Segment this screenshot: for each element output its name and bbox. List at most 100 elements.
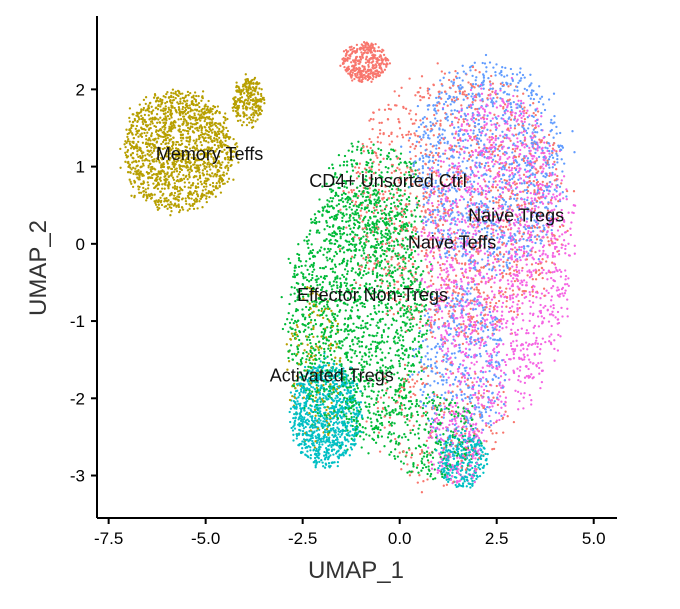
data-point [480, 454, 483, 457]
data-point [557, 253, 561, 256]
data-point [288, 302, 291, 306]
data-point [557, 333, 560, 337]
data-point [482, 211, 486, 215]
data-point [482, 76, 486, 79]
data-point [483, 439, 486, 442]
data-point [203, 181, 206, 185]
data-point [467, 81, 470, 84]
data-point [204, 177, 207, 180]
data-point [355, 425, 359, 428]
data-point [186, 194, 190, 198]
data-point [363, 252, 366, 255]
data-point [164, 96, 167, 99]
data-point [404, 407, 407, 410]
data-point [396, 257, 400, 260]
data-point [367, 240, 370, 243]
data-point [514, 389, 517, 392]
data-point [159, 166, 163, 169]
data-point [460, 280, 463, 283]
data-point [144, 96, 148, 99]
data-point [490, 290, 494, 293]
data-point [292, 439, 295, 442]
data-point [402, 377, 406, 381]
data-point [542, 174, 545, 178]
data-point [491, 326, 494, 329]
data-point [179, 102, 182, 105]
data-point [511, 189, 514, 193]
data-point [519, 380, 522, 383]
data-point [525, 89, 529, 92]
data-point [179, 92, 182, 96]
data-point [490, 402, 493, 405]
data-point [335, 403, 338, 406]
data-point [409, 192, 412, 195]
data-point [205, 185, 208, 188]
data-point [333, 242, 337, 246]
data-point [553, 237, 556, 240]
data-point [308, 302, 311, 305]
data-point [332, 429, 335, 432]
data-point [301, 357, 304, 360]
data-point [428, 137, 431, 140]
data-point [403, 212, 406, 216]
data-point [152, 109, 155, 112]
data-point [487, 206, 490, 209]
data-point [399, 161, 402, 164]
data-point [383, 415, 386, 418]
data-point [534, 271, 538, 274]
data-point [446, 354, 449, 358]
data-point [124, 140, 127, 143]
data-point [440, 310, 444, 313]
data-point [329, 347, 333, 350]
data-point [514, 133, 518, 136]
data-point [322, 355, 326, 358]
data-point [380, 336, 384, 339]
data-point [534, 250, 537, 254]
data-point [525, 263, 528, 266]
data-point [529, 73, 532, 76]
data-point [414, 154, 417, 158]
data-point [438, 134, 441, 137]
data-point [296, 389, 299, 392]
data-point [437, 210, 440, 214]
data-point [461, 79, 464, 82]
data-point [545, 182, 549, 185]
data-point [401, 221, 404, 224]
data-point [403, 415, 406, 418]
data-point [463, 219, 467, 222]
data-point [394, 448, 397, 451]
data-point [408, 136, 411, 140]
data-point [440, 300, 443, 303]
data-point [411, 340, 415, 343]
data-point [483, 227, 486, 230]
data-point [360, 446, 363, 449]
data-point [500, 400, 503, 403]
data-point [437, 228, 440, 231]
data-point [404, 266, 407, 270]
data-point [398, 339, 401, 342]
data-point [519, 167, 522, 170]
data-point [501, 243, 504, 246]
data-point [137, 188, 140, 191]
data-point [522, 396, 525, 399]
data-point [212, 185, 215, 188]
data-point [181, 102, 184, 105]
data-point [387, 326, 390, 330]
data-point [432, 477, 435, 481]
data-point [477, 283, 480, 286]
data-point [448, 384, 452, 387]
data-point [353, 218, 356, 222]
data-point [551, 261, 554, 264]
data-point [486, 250, 489, 253]
data-point [425, 397, 428, 400]
data-point [315, 231, 318, 234]
data-point [457, 141, 460, 145]
data-point [414, 405, 417, 408]
data-point [460, 390, 463, 393]
data-point [368, 259, 371, 262]
data-point [182, 177, 186, 180]
data-point [548, 155, 551, 158]
data-point [442, 160, 445, 163]
data-point [430, 275, 434, 278]
data-point [298, 393, 301, 397]
